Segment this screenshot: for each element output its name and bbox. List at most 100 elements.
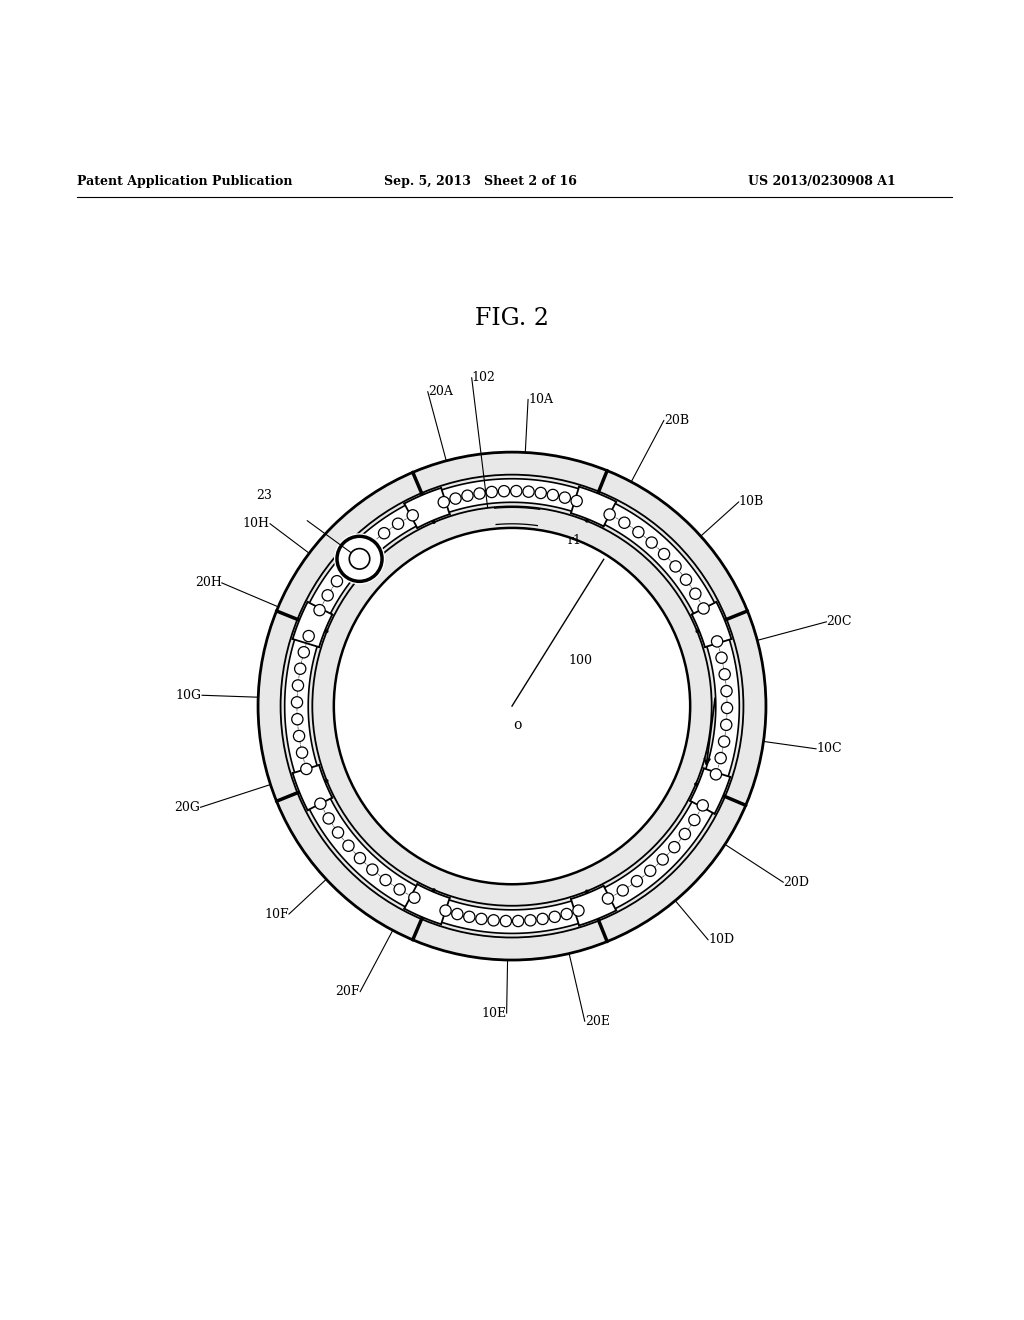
Circle shape — [440, 906, 452, 916]
Circle shape — [486, 486, 498, 498]
Circle shape — [536, 487, 547, 499]
Polygon shape — [285, 627, 321, 777]
Circle shape — [537, 913, 548, 924]
Circle shape — [303, 631, 314, 642]
Circle shape — [698, 603, 710, 614]
Circle shape — [716, 652, 727, 664]
Polygon shape — [404, 884, 450, 924]
Circle shape — [604, 508, 615, 520]
Circle shape — [366, 539, 377, 549]
Circle shape — [392, 517, 403, 529]
Circle shape — [438, 496, 450, 508]
Circle shape — [292, 714, 303, 725]
Text: 20A: 20A — [428, 385, 453, 399]
Circle shape — [657, 854, 669, 865]
Circle shape — [549, 911, 560, 923]
Text: 20H: 20H — [195, 577, 221, 589]
Circle shape — [721, 685, 732, 697]
Circle shape — [342, 562, 353, 573]
Text: 20D: 20D — [783, 875, 809, 888]
Polygon shape — [436, 899, 588, 933]
Circle shape — [501, 915, 512, 927]
Text: 20F: 20F — [336, 985, 360, 998]
Circle shape — [690, 589, 701, 599]
Circle shape — [711, 768, 722, 780]
Text: Patent Application Publication: Patent Application Publication — [77, 174, 292, 187]
Circle shape — [631, 875, 642, 887]
Circle shape — [712, 636, 723, 647]
Circle shape — [680, 574, 691, 585]
Polygon shape — [435, 479, 586, 515]
Text: 100: 100 — [568, 653, 592, 667]
Circle shape — [314, 605, 326, 615]
Text: 10H: 10H — [243, 517, 270, 531]
Circle shape — [349, 549, 370, 569]
Text: 20E: 20E — [585, 1015, 609, 1028]
Text: 10F: 10F — [264, 908, 289, 920]
Circle shape — [474, 488, 485, 499]
Polygon shape — [703, 632, 739, 783]
Circle shape — [512, 915, 523, 927]
Circle shape — [258, 453, 766, 960]
Text: 102: 102 — [472, 371, 496, 384]
Circle shape — [547, 490, 558, 500]
Polygon shape — [690, 768, 730, 813]
Circle shape — [511, 486, 522, 496]
Text: r1: r1 — [567, 535, 582, 546]
Polygon shape — [293, 602, 332, 647]
Text: 23: 23 — [257, 488, 272, 502]
Circle shape — [715, 752, 726, 764]
Text: 10B: 10B — [738, 495, 764, 508]
Circle shape — [333, 826, 344, 838]
Circle shape — [450, 492, 461, 504]
Text: 20C: 20C — [826, 615, 852, 628]
Circle shape — [559, 492, 570, 503]
Circle shape — [646, 537, 657, 548]
Circle shape — [464, 911, 475, 923]
Circle shape — [721, 719, 732, 730]
Text: 10A: 10A — [528, 393, 553, 405]
Circle shape — [679, 829, 690, 840]
Polygon shape — [258, 453, 766, 960]
Circle shape — [409, 892, 420, 903]
Circle shape — [294, 730, 305, 742]
Circle shape — [476, 913, 487, 924]
Text: o: o — [513, 718, 521, 731]
Text: 10G: 10G — [176, 689, 202, 702]
Circle shape — [292, 680, 303, 692]
Circle shape — [670, 561, 681, 572]
Polygon shape — [571, 487, 616, 527]
Circle shape — [298, 647, 309, 657]
Circle shape — [499, 486, 510, 496]
Polygon shape — [692, 602, 731, 647]
Text: Sep. 5, 2013   Sheet 2 of 16: Sep. 5, 2013 Sheet 2 of 16 — [384, 174, 577, 187]
Circle shape — [488, 915, 500, 925]
Circle shape — [367, 865, 378, 875]
Circle shape — [452, 908, 463, 920]
Circle shape — [523, 486, 535, 498]
Text: 10E: 10E — [481, 1007, 507, 1020]
Circle shape — [323, 813, 334, 824]
Circle shape — [561, 908, 572, 920]
Polygon shape — [600, 502, 717, 618]
Circle shape — [617, 884, 629, 896]
Circle shape — [462, 490, 473, 502]
Circle shape — [524, 915, 536, 925]
Circle shape — [334, 533, 385, 585]
Polygon shape — [571, 886, 616, 925]
Circle shape — [408, 510, 419, 521]
Circle shape — [379, 528, 390, 539]
Circle shape — [697, 800, 709, 810]
Circle shape — [322, 590, 333, 601]
Circle shape — [719, 737, 730, 747]
Circle shape — [353, 549, 365, 561]
Circle shape — [380, 874, 391, 886]
Circle shape — [658, 548, 670, 560]
Circle shape — [719, 669, 730, 680]
Circle shape — [633, 527, 644, 537]
Text: 10C: 10C — [816, 742, 842, 755]
Circle shape — [602, 892, 613, 904]
Text: 10D: 10D — [709, 933, 734, 946]
Circle shape — [343, 840, 354, 851]
Circle shape — [296, 747, 307, 758]
